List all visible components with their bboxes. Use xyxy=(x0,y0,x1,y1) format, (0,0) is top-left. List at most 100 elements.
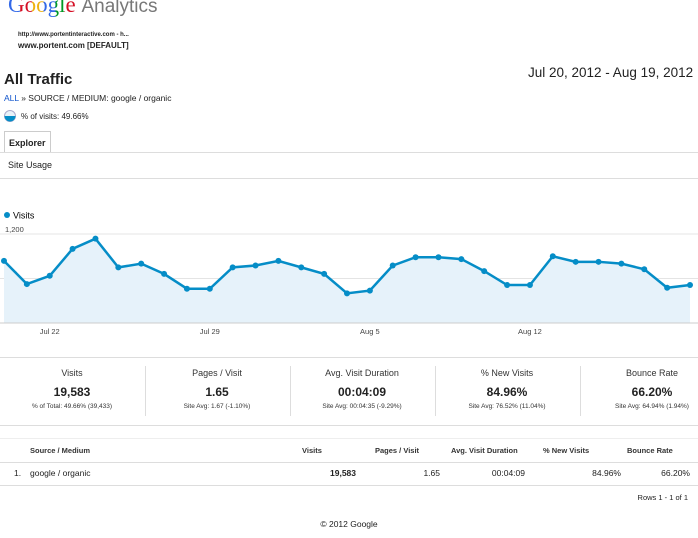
scorecard-value: 19,583 xyxy=(53,385,91,399)
point xyxy=(46,272,53,279)
point xyxy=(183,285,190,292)
point xyxy=(23,281,30,288)
table-cell: 1.65 xyxy=(423,468,440,478)
breadcrumb-all[interactable]: ALL xyxy=(4,93,19,103)
point xyxy=(481,268,488,275)
column-header: Source / Medium xyxy=(30,446,91,455)
x-tick-label: Jul 22 xyxy=(40,327,60,336)
column-header: Bounce Rate xyxy=(627,446,673,455)
scorecard: Visits 19,583 % of Total: 49.66% (39,433) xyxy=(2,368,142,410)
logo-text: Google xyxy=(8,0,76,17)
point xyxy=(549,253,556,260)
tab-divider xyxy=(0,152,698,153)
point xyxy=(69,245,76,252)
scorecard-sub: Site Avg: 76.52% (11.04%) xyxy=(468,403,546,410)
tab-explorer[interactable]: Explorer xyxy=(9,138,46,148)
segment-label: % of visits: 49.66% xyxy=(21,112,89,121)
breadcrumb: ALL » SOURCE / MEDIUM: google / organic xyxy=(4,93,171,103)
point xyxy=(206,285,213,292)
column-header: Avg. Visit Duration xyxy=(451,446,518,455)
table-top xyxy=(0,438,698,439)
breadcrumb-dimension: SOURCE / MEDIUM: xyxy=(28,93,109,103)
point xyxy=(275,257,282,264)
point xyxy=(92,235,99,242)
table-cell: 19,583 xyxy=(330,468,356,478)
scorecard-bottom xyxy=(0,425,698,426)
point xyxy=(252,262,259,269)
legend-marker xyxy=(4,212,10,218)
breadcrumb-value: google / organic xyxy=(110,93,172,103)
point xyxy=(595,258,602,265)
table-cell: 66.20% xyxy=(661,468,690,478)
column-header: Visits xyxy=(302,446,322,455)
scorecard: Pages / Visit 1.65 Site Avg: 1.67 (-1.10%) xyxy=(147,368,287,410)
point xyxy=(161,270,168,277)
scorecard-title: Pages / Visit xyxy=(192,368,242,378)
scorecard-value: 1.65 xyxy=(205,385,229,399)
scorecard-value: 66.20% xyxy=(631,385,673,399)
scorecard-sub: Site Avg: 1.67 (-1.10%) xyxy=(183,403,251,410)
point xyxy=(366,287,373,294)
subtab-divider xyxy=(0,178,698,179)
point xyxy=(664,284,671,291)
table-header-line xyxy=(0,462,698,463)
scorecard-divider xyxy=(145,366,146,416)
table-row-line xyxy=(0,485,698,486)
scorecard-value: 00:04:09 xyxy=(337,385,387,399)
account-url[interactable]: http://www.portentinteractive.com - h... xyxy=(18,32,129,38)
scorecard-sub: % of Total: 49.66% (39,433) xyxy=(31,403,113,410)
date-range[interactable]: Jul 20, 2012 - Aug 19, 2012 xyxy=(528,65,694,80)
scorecard-title: Avg. Visit Duration xyxy=(325,368,399,378)
point xyxy=(115,264,122,271)
point xyxy=(435,254,442,261)
point xyxy=(321,270,328,277)
table-cell: google / organic xyxy=(30,468,91,478)
point xyxy=(389,262,396,269)
point xyxy=(504,282,511,289)
point xyxy=(138,260,145,267)
x-tick-label: Jul 29 xyxy=(200,327,220,336)
point xyxy=(458,256,465,263)
footer: © 2012 Google xyxy=(320,519,378,529)
area xyxy=(4,238,690,323)
scorecard-sub: Site Avg: 64.94% (1.94%) xyxy=(615,403,689,410)
y-tick-label: 1,200 xyxy=(5,225,24,234)
point xyxy=(526,282,533,289)
point xyxy=(229,264,236,271)
scorecard-value: 84.96% xyxy=(486,385,528,399)
pagination: Rows 1 - 1 of 1 xyxy=(637,493,688,502)
point xyxy=(298,264,305,271)
profile[interactable]: www.portent.com [DEFAULT] xyxy=(18,41,129,50)
scorecard-divider xyxy=(435,366,436,416)
subtab-site-usage[interactable]: Site Usage xyxy=(8,160,53,170)
x-tick-label: Aug 5 xyxy=(360,327,380,336)
point xyxy=(618,260,625,267)
point xyxy=(687,282,693,289)
scorecard-title: Bounce Rate xyxy=(625,368,679,378)
table-cell: 84.96% xyxy=(592,468,621,478)
table-cell: 00:04:09 xyxy=(491,468,525,478)
legend-label: Visits xyxy=(13,211,35,221)
logo[interactable]: Google Analytics xyxy=(8,0,158,18)
tab-active[interactable] xyxy=(4,131,51,153)
scorecard-divider xyxy=(580,366,581,416)
point xyxy=(1,257,7,264)
point xyxy=(344,290,350,297)
segment-icon xyxy=(4,110,16,122)
report-title: All Traffic xyxy=(4,71,73,88)
point xyxy=(412,254,419,261)
scorecard: Avg. Visit Duration 00:04:09 Site Avg: 00:… xyxy=(292,368,432,410)
scorecard: % New Visits 84.96% Site Avg: 76.52% (11.0… xyxy=(437,368,577,410)
scorecard-sub: Site Avg: 00:04:35 (-9.29%) xyxy=(322,403,402,410)
point xyxy=(641,266,648,273)
product-name: Analytics xyxy=(81,0,158,17)
scorecard-divider xyxy=(290,366,291,416)
scorecard-title: % New Visits xyxy=(480,368,534,378)
x-tick-label: Aug 12 xyxy=(518,327,542,336)
column-header: % New Visits xyxy=(543,446,590,455)
scorecard: Bounce Rate 66.20% Site Avg: 64.94% (1.94%… xyxy=(582,368,698,410)
scorecard-top xyxy=(0,357,698,358)
point xyxy=(572,258,579,265)
